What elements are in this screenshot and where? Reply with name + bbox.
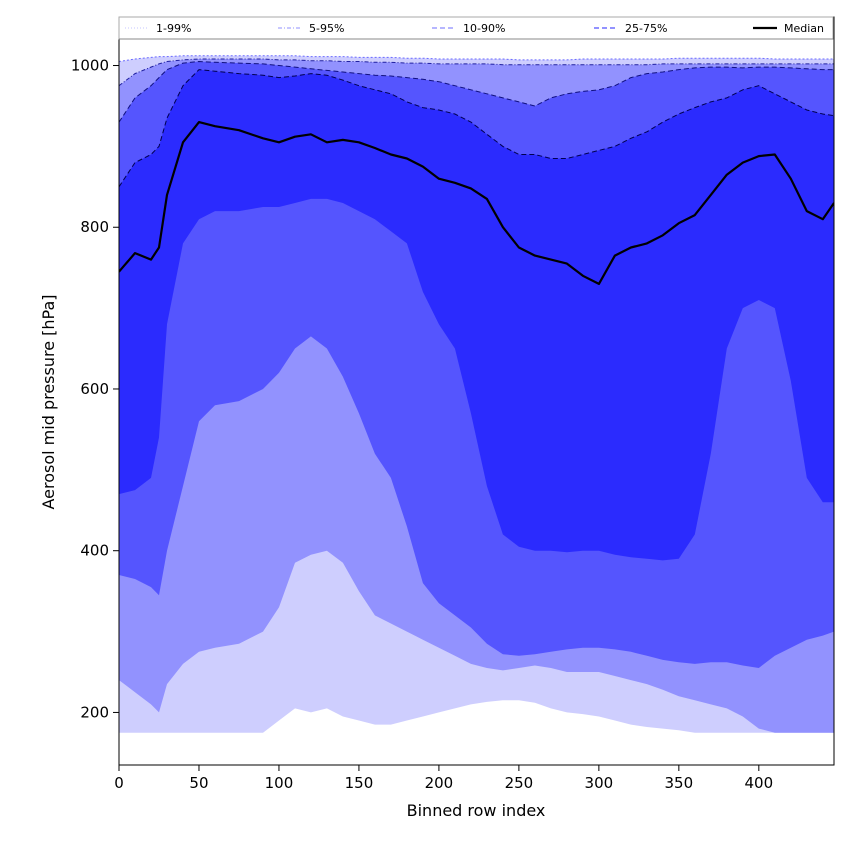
x-axis-title: Binned row index	[407, 801, 546, 820]
legend-label: 1-99%	[156, 22, 191, 35]
y-axis-ticks: 200 400 600 800 1000	[71, 57, 119, 721]
y-tick-label: 400	[80, 542, 109, 560]
x-tick-label: 250	[505, 774, 534, 792]
edge-p90	[119, 60, 834, 123]
x-tick-label: 0	[114, 774, 124, 792]
edge-p99	[119, 55, 834, 62]
edge-p75	[119, 69, 834, 188]
y-tick-label: 1000	[71, 57, 109, 75]
x-tick-label: 50	[189, 774, 208, 792]
median-series-line	[119, 120, 834, 285]
x-tick-label: 300	[585, 774, 614, 792]
legend: 1-99% 5-95% 10-90% 25-75% Median	[118, 16, 834, 40]
y-tick-label: 200	[80, 703, 109, 721]
percentile-edge-lines	[119, 55, 834, 188]
y-axis-title: Aerosol mid pressure [hPa]	[39, 294, 58, 509]
legend-label: 10-90%	[463, 22, 505, 35]
percentile-bands	[119, 55, 834, 733]
legend-label: Median	[784, 22, 824, 35]
x-tick-label: 100	[265, 774, 294, 792]
x-tick-label: 200	[425, 774, 454, 792]
y-tick-label: 800	[80, 218, 109, 236]
legend-label: 25-75%	[625, 22, 667, 35]
median-line	[119, 120, 834, 285]
x-tick-label: 350	[665, 774, 694, 792]
band-25-75	[119, 69, 834, 561]
legend-label: 5-95%	[309, 22, 344, 35]
x-axis-ticks: 0 50 100 150 200 250 300 350 400	[114, 765, 773, 792]
x-tick-label: 150	[345, 774, 374, 792]
x-tick-label: 400	[745, 774, 774, 792]
y-tick-label: 600	[80, 380, 109, 398]
edge-p95	[119, 58, 834, 87]
